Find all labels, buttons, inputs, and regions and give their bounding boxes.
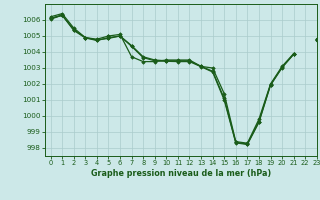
X-axis label: Graphe pression niveau de la mer (hPa): Graphe pression niveau de la mer (hPa): [91, 169, 271, 178]
